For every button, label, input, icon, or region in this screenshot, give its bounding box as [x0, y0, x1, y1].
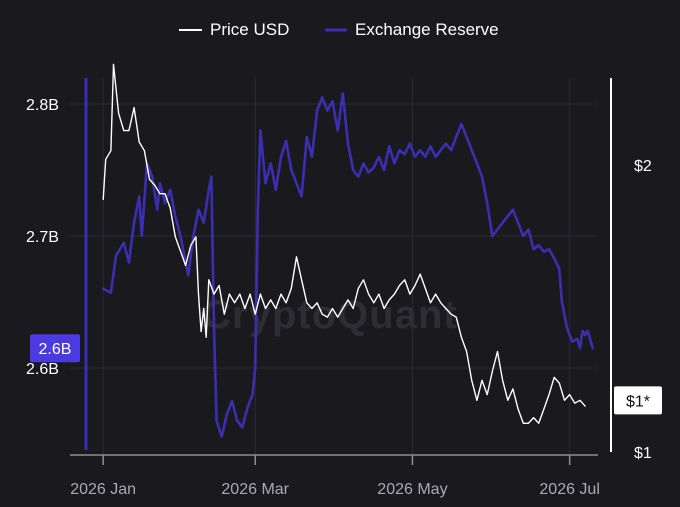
x-tick-label: 2026 May	[377, 481, 447, 498]
right-value-badge-label: $1*	[626, 393, 650, 410]
axes	[70, 78, 612, 465]
gridlines	[70, 78, 598, 455]
left-value-badge-label: 2.6B	[39, 341, 72, 358]
series-lines	[101, 63, 595, 438]
y-left-tick-label: 2.6B	[26, 361, 59, 378]
series-line-exchange-reserve	[101, 92, 595, 438]
watermark: CryptoQuant	[202, 293, 457, 337]
x-tick-label: 2026 Jul	[539, 481, 600, 498]
y-left-tick-label: 2.7B	[26, 229, 59, 246]
tick-labels: 2.8B 2.7B 2.6B 2026 Jan 2026 Mar 2026 May 2026…	[26, 97, 652, 498]
legend-label-price: Price USD	[210, 20, 289, 39]
value-badges: 2.6B $1*	[30, 334, 662, 415]
y-right-tick-label: $1	[634, 445, 652, 462]
y-left-tick-label: 2.8B	[26, 97, 59, 114]
legend-label-reserve: Exchange Reserve	[355, 20, 499, 39]
right-value-badge	[614, 386, 662, 415]
series-line-price-usd	[102, 63, 586, 424]
x-tick-label: 2026 Mar	[221, 481, 289, 498]
y-right-tick-label: $2	[634, 158, 652, 175]
left-value-badge	[30, 334, 80, 363]
legend: Price USD Exchange Reserve	[179, 20, 499, 39]
x-tick-label: 2026 Jan	[70, 481, 136, 498]
